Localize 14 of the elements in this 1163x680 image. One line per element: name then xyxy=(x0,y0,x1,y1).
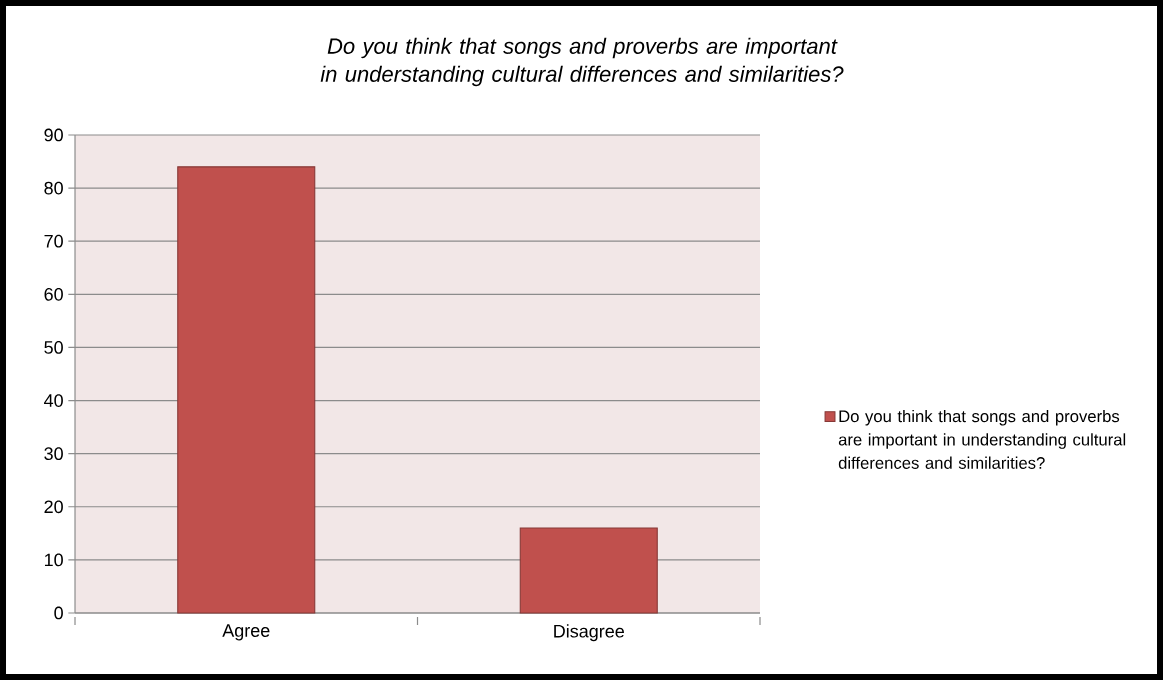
y-tick-label: 80 xyxy=(44,181,63,195)
chart-title: Do you think that songs and proverbs are important in understanding cultural differences and similarities? xyxy=(320,37,844,87)
x-tick-label: Disagree xyxy=(554,624,624,642)
y-tick-label: 40 xyxy=(44,394,63,407)
y-tick-label: 60 xyxy=(44,287,63,301)
y-tick-label: 90 xyxy=(44,128,63,142)
y-tick-label: 20 xyxy=(44,500,63,514)
y-tick-label: 70 xyxy=(44,234,63,248)
y-tick-label: 0 xyxy=(54,606,63,620)
y-tick-label: 10 xyxy=(44,553,63,567)
y-tick-label: 30 xyxy=(44,447,63,461)
y-tick-label: 50 xyxy=(44,341,63,354)
x-tick-label: Agree xyxy=(222,624,270,641)
legend-label: Do you think that songs and proverbs are important in understanding cultural differences and similarities? xyxy=(838,409,1126,469)
